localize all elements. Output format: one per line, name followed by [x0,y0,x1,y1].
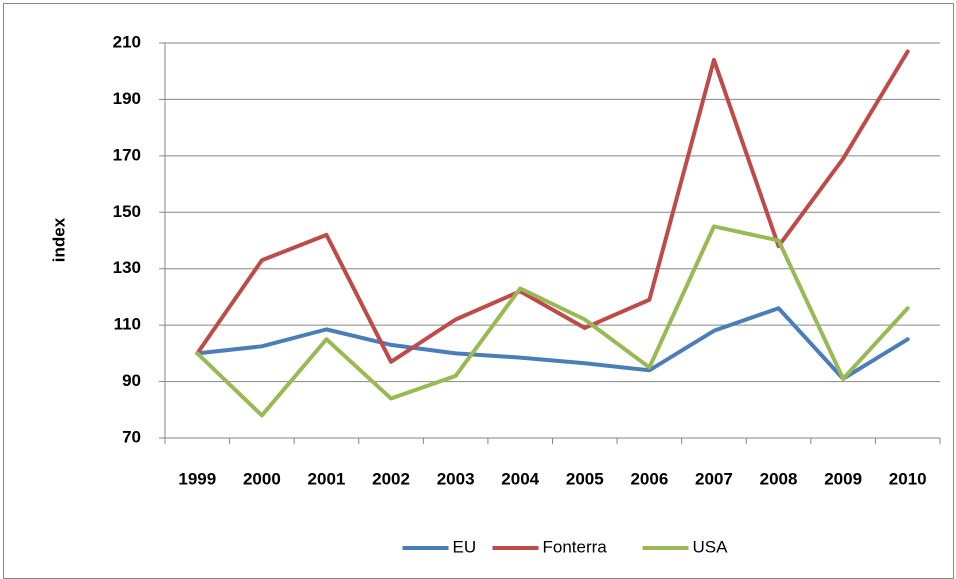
y-tick-label: 150 [113,202,141,221]
x-tick-label: 2008 [760,469,798,488]
y-tick-label: 110 [114,315,141,334]
legend-label: EU [453,537,477,556]
y-tick-label: 70 [122,427,141,446]
line-series [195,224,910,418]
y-tick-label: 130 [113,258,141,277]
x-tick-label: 2001 [308,469,346,488]
x-tick-label: 2007 [695,469,733,488]
y-tick-label: 170 [113,145,141,164]
line-series [195,49,910,364]
x-tick-label: 2006 [630,469,668,488]
y-axis-label: index [49,217,68,262]
chart-frame [3,3,954,579]
legend-label: USA [693,537,729,556]
y-tick-label: 190 [113,89,141,108]
x-tick-label: 2000 [243,469,281,488]
x-tick-label: 2003 [437,469,475,488]
x-tick-label: 1999 [178,469,216,488]
x-tick-label: 2004 [501,469,539,488]
x-tick-label: 2002 [372,469,410,488]
x-tick-label: 2009 [824,469,862,488]
y-tick-label: 210 [113,32,141,51]
y-tick-label: 90 [122,371,141,390]
x-tick-label: 2005 [566,469,604,488]
line-series [195,306,910,381]
legend-label: Fonterra [543,537,608,556]
x-tick-label: 2010 [889,469,927,488]
